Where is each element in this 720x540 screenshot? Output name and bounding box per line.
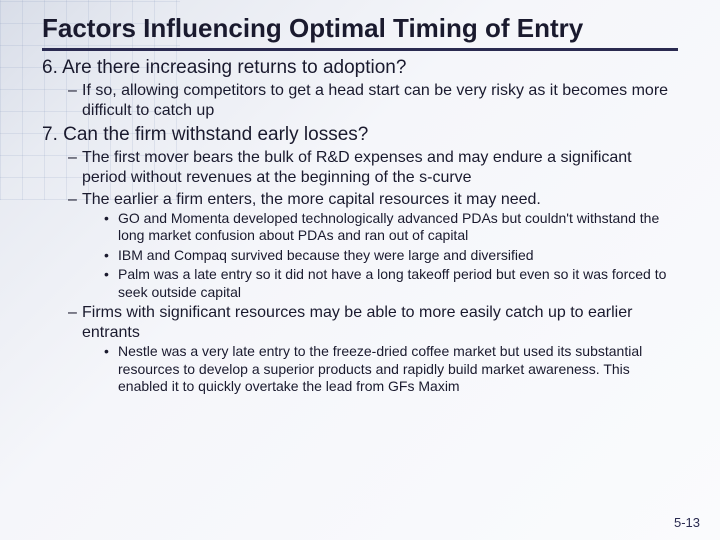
dash-item: If so, allowing competitors to get a hea… bbox=[68, 81, 678, 121]
dash-text: The earlier a firm enters, the more capi… bbox=[82, 191, 541, 208]
dash-text: Firms with significant resources may be … bbox=[82, 304, 632, 341]
page-number: 5-13 bbox=[674, 515, 700, 530]
dash-item: Firms with significant resources may be … bbox=[68, 303, 678, 396]
slide-content: Factors Influencing Optimal Timing of En… bbox=[0, 0, 720, 540]
bullet-item: GO and Momenta developed technologically… bbox=[104, 210, 678, 245]
item-6: 6. Are there increasing returns to adopt… bbox=[42, 57, 678, 121]
item-7-heading: 7. Can the firm withstand early losses? bbox=[42, 124, 678, 146]
slide-title: Factors Influencing Optimal Timing of En… bbox=[42, 14, 678, 51]
dash-item: The earlier a firm enters, the more capi… bbox=[68, 190, 678, 302]
item-6-dashes: If so, allowing competitors to get a hea… bbox=[42, 81, 678, 121]
item-6-text: Are there increasing returns to adoption… bbox=[62, 57, 406, 78]
item-7-dashes: The first mover bears the bulk of R&D ex… bbox=[42, 148, 678, 396]
bullet-item: Palm was a late entry so it did not have… bbox=[104, 266, 678, 301]
bullet-item: Nestle was a very late entry to the free… bbox=[104, 343, 678, 396]
item-6-number: 6. bbox=[42, 57, 58, 78]
item-6-heading: 6. Are there increasing returns to adopt… bbox=[42, 57, 678, 79]
item-7: 7. Can the firm withstand early losses? … bbox=[42, 124, 678, 396]
bullet-list: Nestle was a very late entry to the free… bbox=[82, 343, 678, 396]
bullet-list: GO and Momenta developed technologically… bbox=[82, 210, 678, 302]
item-7-number: 7. bbox=[42, 124, 58, 145]
item-7-text: Can the firm withstand early losses? bbox=[63, 124, 368, 145]
dash-item: The first mover bears the bulk of R&D ex… bbox=[68, 148, 678, 188]
bullet-item: IBM and Compaq survived because they wer… bbox=[104, 247, 678, 265]
